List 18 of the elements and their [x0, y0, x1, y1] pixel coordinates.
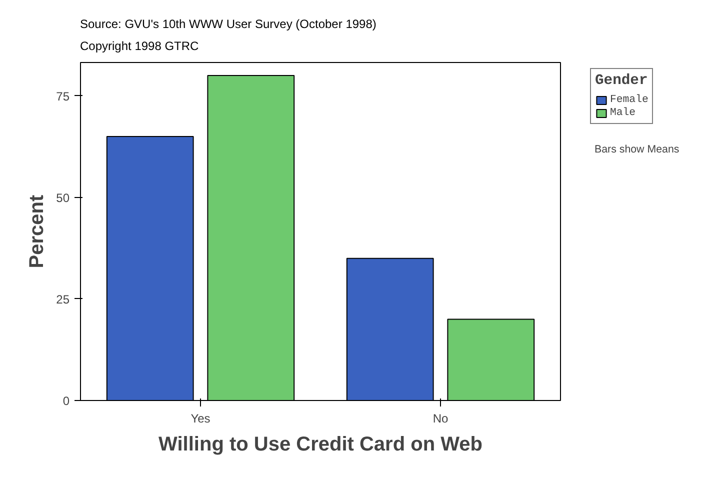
legend-label: Male — [610, 107, 636, 119]
bar — [106, 136, 194, 400]
text: Copyright 1998 GTRC — [80, 38, 199, 55]
legend-title: Gender — [595, 73, 648, 89]
source-note: Source: GVU's 10th WWW User Survey (October 1998) — [80, 16, 376, 33]
y-tick-label: 25 — [56, 292, 70, 306]
bar — [207, 75, 295, 400]
y-tick-label: 50 — [56, 190, 70, 205]
bar — [447, 318, 535, 400]
text: Bars show Means — [594, 144, 680, 156]
legend-label: Female — [610, 94, 648, 106]
y-tick-label: 0 — [62, 394, 70, 408]
x-axis-title: Willing to Use Credit Card on Web — [158, 434, 482, 456]
y-axis-title: Percent — [26, 194, 48, 268]
x-tick-label: No — [432, 412, 448, 426]
bar — [346, 258, 434, 400]
x-tick-label: Yes — [190, 412, 210, 426]
y-tick-label: 75 — [56, 89, 70, 104]
